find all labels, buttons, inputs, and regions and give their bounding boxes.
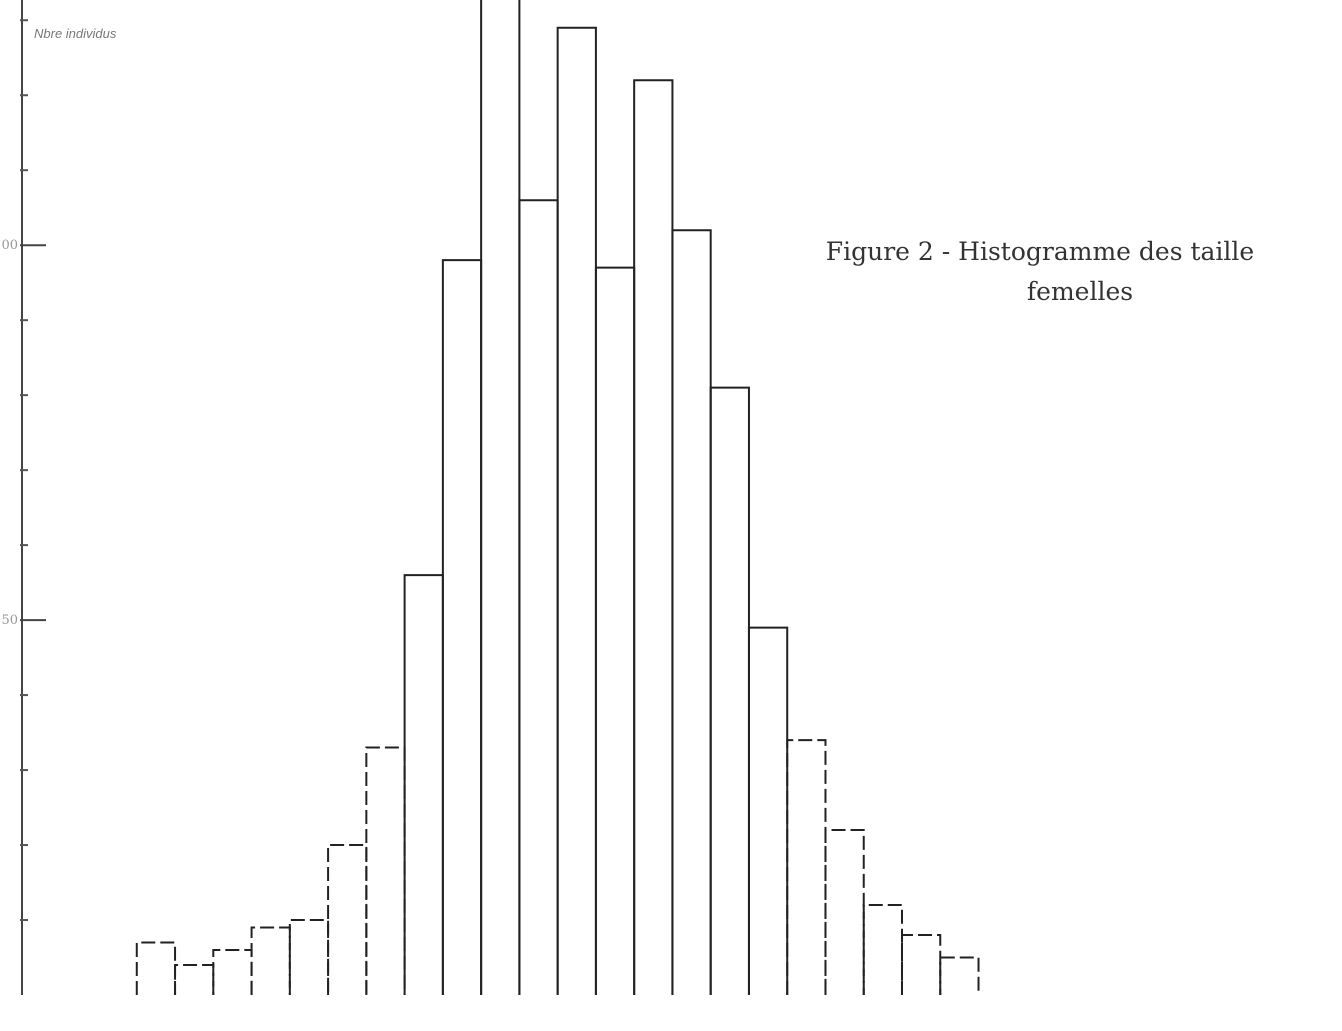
bar [212, 949, 253, 995]
y-tick-label: 50 [1, 613, 18, 628]
bar [633, 79, 674, 995]
bar [747, 626, 789, 995]
bar [403, 574, 444, 995]
bar [862, 904, 903, 995]
bar [824, 829, 865, 995]
bar [135, 941, 177, 995]
bar [594, 266, 636, 995]
bar [174, 964, 215, 995]
bar [786, 739, 827, 995]
bar [671, 229, 712, 995]
bar [365, 746, 406, 995]
bar [327, 844, 368, 995]
chart-title: Figure 2 - Histogramme des taille [826, 237, 1254, 266]
bar [250, 926, 291, 995]
bar [939, 956, 980, 995]
bar [288, 919, 330, 995]
bar [480, 0, 521, 995]
y-tick-label: 100 [0, 238, 18, 253]
bar [518, 199, 559, 995]
bar [709, 386, 750, 995]
bar [441, 259, 483, 995]
y-axis-label: Nbre individus [34, 26, 117, 41]
bar [556, 26, 597, 995]
bar [901, 934, 942, 995]
chart-subtitle: femelles [1027, 277, 1133, 306]
